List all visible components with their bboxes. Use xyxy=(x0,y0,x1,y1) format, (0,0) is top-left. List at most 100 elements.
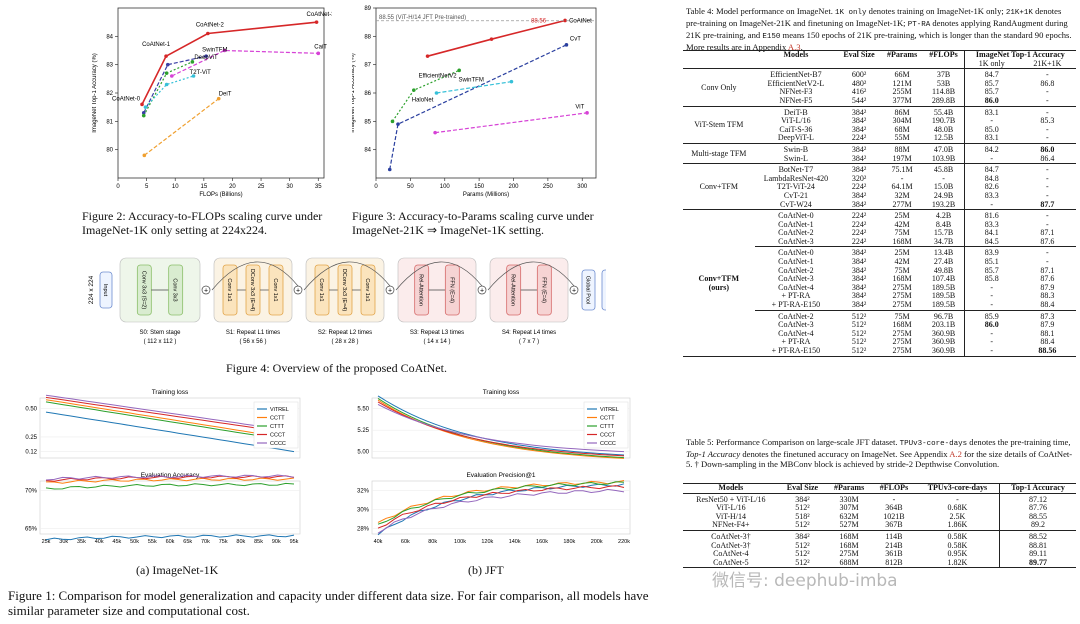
cell-value: 512² xyxy=(851,337,867,347)
cell-value: 275M xyxy=(892,337,912,347)
x-tick-label: 10 xyxy=(172,184,179,190)
cell-value: 75M xyxy=(880,309,924,322)
cell-value: 42M xyxy=(894,219,910,229)
cell-value: 55M xyxy=(894,133,910,143)
y-tick-label: 28% xyxy=(357,526,370,532)
table-row: CoAtNet-3† 512² 168M 214B 0.58K 88.81 xyxy=(683,540,1076,551)
t4-cap-code2: 21K+1K xyxy=(1005,9,1033,17)
legend-label: CTTT xyxy=(600,424,615,430)
model-name: EfficientNet-B7 xyxy=(754,68,838,80)
stage-0-block-0 xyxy=(136,264,152,316)
data-point xyxy=(142,153,147,158)
series-cctt xyxy=(45,399,295,440)
series-label: SwinTFM xyxy=(459,78,484,84)
data-point xyxy=(457,68,461,73)
figure-2: 0 5 10 15 20 25 30 35 80 81 82 83 84 FLOPs (Billions)… xyxy=(92,4,332,208)
t4-appendix-link[interactable]: A.3 xyxy=(787,42,801,52)
series-ccct xyxy=(45,396,295,434)
cell-value: 8.4B xyxy=(935,219,952,229)
cell-value: 87.9 xyxy=(1040,320,1055,330)
residual-arc xyxy=(211,261,299,291)
table-row: CoAtNet-2 384² 75M 49.8B 85.7 87.1 xyxy=(683,266,1076,276)
stage-4-label: S4: Repeat L4 times xyxy=(502,330,556,336)
column-header: #Params xyxy=(886,50,918,59)
plot-frame xyxy=(375,7,597,179)
x-tick-label: 15 xyxy=(200,184,207,190)
cell-value: 87.6 xyxy=(1040,236,1055,246)
legend-label: CCTT xyxy=(600,416,615,422)
x-tick-label: 50k xyxy=(130,539,139,545)
series-cccc xyxy=(45,394,295,432)
cell-value: - xyxy=(1046,219,1049,229)
cell-value: 275M xyxy=(892,291,912,301)
stage-0-size: ( 112 x 112 ) xyxy=(144,339,177,345)
add-symbol: + xyxy=(572,288,576,295)
input-block xyxy=(99,271,113,309)
cell-value: 384² xyxy=(851,153,867,163)
x-tick-label: 35k xyxy=(77,539,86,545)
cell-value: - xyxy=(963,338,1019,347)
data-point xyxy=(412,88,416,92)
cell-value: 83.1 xyxy=(963,105,1019,118)
model-name: ViT-L/16 xyxy=(781,116,811,126)
cell-value: 83.3 xyxy=(963,191,1019,201)
series-label: CaiT xyxy=(314,44,327,50)
cell-value: 87.6 xyxy=(1040,274,1055,284)
column-header: Eval Size xyxy=(786,483,819,492)
panel-frame xyxy=(39,480,301,535)
series-line-swintfm xyxy=(436,81,512,94)
model-name: CaiT-S-36 xyxy=(779,124,813,134)
cell-value: 384² xyxy=(851,199,867,209)
cell-value: - xyxy=(963,117,1019,126)
cell-value: 224² xyxy=(851,219,867,229)
reference-label: 88.55 (ViT-H/14 JFT Pre-trained) xyxy=(379,15,466,21)
cell-value: - xyxy=(963,292,1019,302)
model-name: CoAtNet-3 xyxy=(778,320,814,330)
input-size: 224 x 224 xyxy=(88,275,95,304)
x-tick-label: 250 xyxy=(543,184,554,190)
cell-value: 360.9B xyxy=(931,328,956,338)
table-row: CvT-21 384² 32M 24.9B 83.3 - xyxy=(683,191,1076,201)
add-node xyxy=(569,285,579,295)
stage-2-block-0-label: Conv 1x1 xyxy=(318,278,324,301)
subheader-empty xyxy=(881,60,923,69)
cell-value: 89.2 xyxy=(999,521,1076,531)
stage-1-block-0-label: Conv 1x1 xyxy=(226,278,232,301)
cell-value: 384² xyxy=(837,163,881,175)
table-row: Swin-L 384² 197M 103.9B - 86.4 xyxy=(683,153,1076,164)
t5-appendix-link[interactable]: A.2 xyxy=(949,449,962,459)
table-row: CoAtNet-2 512² 75M 96.7B 85.9 87.3 xyxy=(683,309,1076,322)
cell-value: 416² xyxy=(851,87,867,97)
t4-cap-code3: PT-RA xyxy=(907,21,931,29)
cell-value: 82.6 xyxy=(963,183,1019,192)
cell-value: 88.52 xyxy=(999,529,1076,542)
cell-value: 168M xyxy=(839,540,859,550)
coatnet-best-label: 88.56 xyxy=(531,18,547,24)
model-name: + PT-RA-E150 xyxy=(771,346,821,355)
data-point xyxy=(585,111,589,115)
cell-value: - xyxy=(900,173,904,183)
y-tick-label: 0.12 xyxy=(25,450,37,456)
series-line-cvt xyxy=(389,44,567,170)
residual-arc xyxy=(487,261,575,291)
cell-value: 53B xyxy=(936,78,951,88)
cell-value: - xyxy=(963,283,1019,293)
series-line-cait xyxy=(171,49,319,77)
table-row: ViT-H/14 518² 632M 1021B 2.5K 88.55 xyxy=(683,511,1076,522)
cell-value: 85.0 xyxy=(963,125,1019,135)
data-point xyxy=(316,51,321,56)
legend-label: CCCC xyxy=(270,441,286,447)
column-header: Models xyxy=(718,483,744,492)
column-header: TPUv3-core-days xyxy=(927,483,988,492)
cell-value: 364B xyxy=(885,503,903,513)
figure-4: 224 x 224 Input Conv 3x3 (S=2) Conv 3x3 S0: … xyxy=(86,250,606,354)
cell-value: 2.5K xyxy=(949,511,966,521)
cell-value: 103.9B xyxy=(931,153,956,163)
cell-value: - xyxy=(963,346,1019,356)
stage-0-block-1 xyxy=(168,264,184,316)
subheader-empty xyxy=(923,60,964,69)
cell-value: - xyxy=(963,200,1019,210)
data-point xyxy=(216,96,221,101)
stage-2-block-1-label: DConv 3x3 (E=4) xyxy=(341,269,347,312)
series-label: DeepViT xyxy=(194,55,218,61)
